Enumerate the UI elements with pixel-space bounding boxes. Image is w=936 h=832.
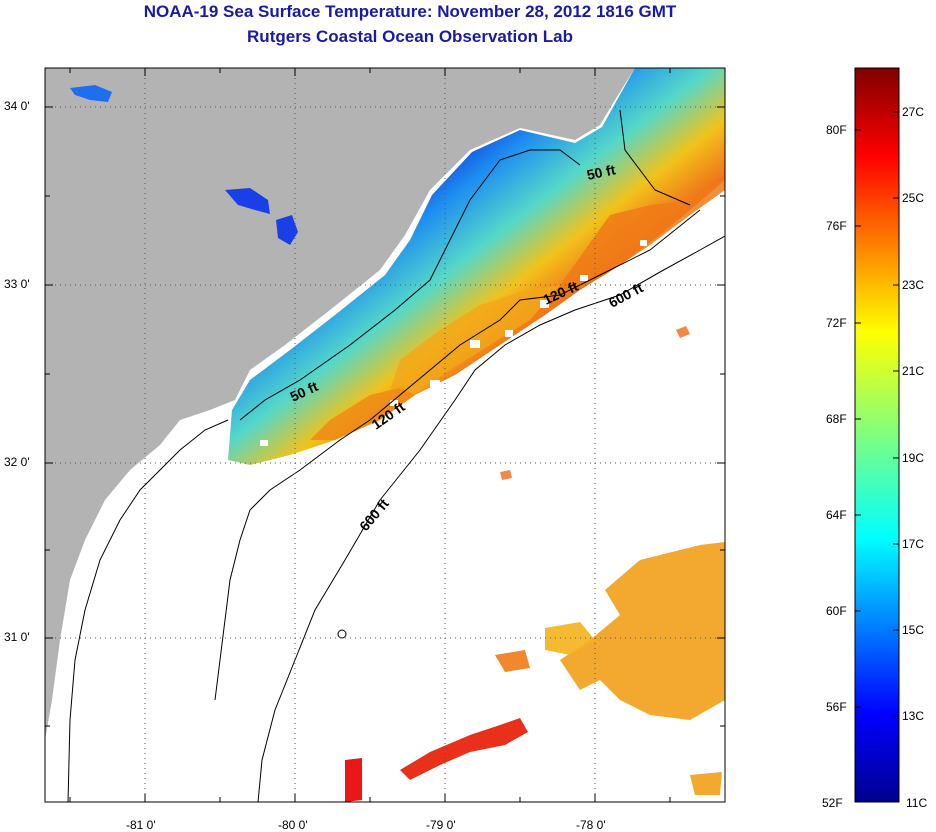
- colorbar-c-19: 19C: [902, 451, 925, 465]
- colorbar-c-21: 21C: [902, 364, 925, 378]
- colorbar-c-23: 23C: [902, 278, 925, 292]
- colorbar-c-15: 15C: [902, 623, 925, 637]
- colorbar-f-80: 80F: [826, 123, 847, 137]
- lat-tick-34: 34 0': [4, 99, 30, 113]
- colorbar-f-64: 64F: [826, 508, 847, 522]
- lat-tick-31: 31 0': [4, 630, 30, 644]
- plot-frame: [44, 67, 726, 803]
- colorbar-f-76: 76F: [826, 219, 847, 233]
- colorbar-f-60: 60F: [826, 604, 847, 618]
- colorbar-f-56: 56F: [826, 700, 847, 714]
- lon-tick-81: -81 0': [126, 818, 156, 832]
- colorbar-c-13: 13C: [902, 709, 925, 723]
- lon-tick-79: -79 0': [426, 818, 456, 832]
- land-area: [45, 68, 635, 740]
- colorbar-f-72: 72F: [826, 316, 847, 330]
- colorbar-f-68: 68F: [826, 412, 847, 426]
- lon-tick-78: -78 0': [576, 818, 606, 832]
- contour-label-50ft-north: 50 ft: [585, 161, 617, 183]
- colorbar-c-25: 25C: [902, 191, 925, 205]
- colorbar-c-17: 17C: [902, 537, 925, 551]
- shelf-water: [228, 68, 725, 465]
- map-title: NOAA-19 Sea Surface Temperature: Novembe…: [143, 2, 677, 21]
- colorbar-c-11: 11C: [906, 796, 928, 810]
- lat-tick-33: 33 0': [4, 277, 30, 291]
- colorbar-f-52: 52F: [822, 796, 843, 810]
- colorbar: [854, 67, 900, 803]
- map-subtitle: Rutgers Coastal Ocean Observation Lab: [247, 27, 573, 46]
- colorbar-c-27: 27C: [902, 105, 925, 119]
- lon-tick-80: -80 0': [278, 818, 308, 832]
- lat-tick-32: 32 0': [4, 455, 30, 469]
